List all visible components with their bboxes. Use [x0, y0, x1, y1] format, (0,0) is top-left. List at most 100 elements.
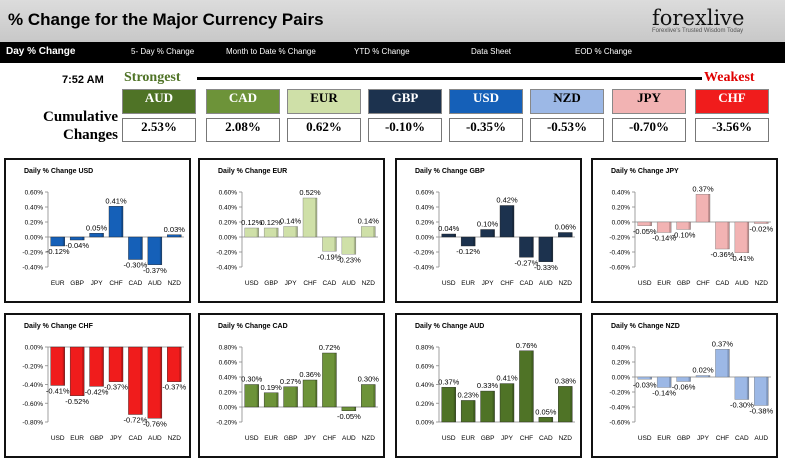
currency-code: AUD [122, 89, 196, 114]
bar [50, 236, 65, 247]
bar-shade [473, 400, 476, 422]
data-label: 0.10% [477, 220, 499, 229]
data-label: -0.10% [672, 231, 696, 240]
tab-day-change[interactable]: Day % Change [6, 46, 76, 57]
data-label: 0.04% [438, 224, 460, 233]
x-tick-label: AUD [342, 280, 356, 287]
bar-shade [120, 347, 123, 382]
bar-shade [314, 380, 317, 407]
x-tick-label: USD [245, 435, 259, 442]
x-tick-label: CAD [735, 435, 749, 442]
bar [341, 406, 357, 411]
data-label: 0.72% [319, 343, 341, 352]
bar-shade [492, 391, 495, 422]
bar [50, 346, 65, 386]
bar-shade [570, 386, 573, 422]
nav-bar: Day % Change 5- Day % Change Month to Da… [0, 42, 785, 63]
x-tick-label: GBP [481, 435, 495, 442]
bar-shade [179, 347, 182, 382]
x-tick-label: EUR [657, 280, 671, 287]
data-label: -0.12% [46, 247, 70, 256]
strength-arrow-line [197, 77, 702, 80]
bar [361, 384, 376, 408]
bar-shade [492, 229, 495, 237]
bar [538, 236, 554, 262]
data-label: 0.76% [516, 341, 538, 350]
cumulative-changes-label: Cumulative Changes [34, 108, 118, 144]
y-tick-label: 0.40% [612, 190, 631, 197]
x-tick-label: CHF [696, 280, 709, 287]
bar [695, 375, 711, 378]
tab-eod-change[interactable]: EOD % Change [575, 47, 632, 56]
y-tick-label: -0.60% [22, 401, 43, 408]
data-label: -0.12% [456, 247, 480, 256]
data-label: -0.30% [124, 261, 148, 270]
bar-shade [707, 375, 710, 377]
currency-code: GBP [368, 89, 442, 114]
y-tick-label: 0.40% [25, 205, 44, 212]
bar [676, 221, 691, 230]
y-tick-label: 0.20% [416, 220, 435, 227]
x-tick-label: NZD [755, 280, 769, 287]
x-tick-label: NZD [362, 280, 376, 287]
bar [89, 346, 104, 387]
currency-tile-chf: CHF -3.56% [695, 89, 769, 142]
bar [558, 386, 573, 423]
bar-shade [746, 222, 749, 253]
data-label: -0.37% [162, 383, 186, 392]
bar [89, 233, 104, 238]
data-label: -0.02% [749, 225, 773, 234]
data-label: -0.27% [515, 258, 539, 267]
bar [754, 376, 769, 406]
x-tick-label: CAD [716, 280, 730, 287]
chart-title: Daily % Change CAD [218, 323, 288, 330]
bar [302, 197, 318, 238]
data-label: -0.23% [337, 255, 361, 264]
x-tick-label: CHF [303, 280, 316, 287]
y-tick-label: 0.40% [219, 375, 238, 382]
y-tick-label: -0.20% [22, 363, 43, 370]
currency-code: CAD [206, 89, 280, 114]
x-tick-label: AUD [735, 280, 749, 287]
bar [108, 206, 124, 238]
bar-shade [140, 237, 143, 260]
bar [167, 234, 182, 238]
bar-shade [82, 237, 85, 240]
chart-title: Daily % Change GBP [415, 168, 485, 175]
tab-ytd-change[interactable]: YTD % Change [354, 47, 410, 56]
data-label: -0.37% [143, 266, 167, 275]
currency-code: NZD [530, 89, 604, 114]
currency-cumulative-change: -0.53% [530, 118, 604, 142]
x-tick-label: AUD [148, 435, 162, 442]
x-tick-label: NZD [362, 435, 376, 442]
x-tick-label: GBP [70, 280, 84, 287]
weakest-label: Weakest [704, 70, 755, 85]
bar-chart-jpy: 0.40% 0.20% 0.00% -0.20% -0.40% -0.60% -0.05% U… [609, 184, 773, 287]
chart-panel-cad: Daily % Change CAD 0.80% 0.60% 0.40% 0.20% 0… [198, 313, 385, 458]
x-tick-label: JPY [110, 435, 123, 442]
bar-shade [707, 194, 710, 222]
bar-shade [62, 237, 65, 246]
y-tick-label: 0.60% [219, 190, 238, 197]
chart-panel-usd: Daily % Change USD 0.60% 0.40% 0.20% 0.00% -… [4, 158, 191, 303]
bar-shade [727, 222, 730, 249]
tab-5-day-change[interactable]: 5- Day % Change [131, 47, 195, 56]
bar-shade [473, 237, 476, 246]
bar [147, 236, 163, 265]
tab-data-sheet[interactable]: Data Sheet [471, 47, 512, 56]
x-tick-label: USD [638, 435, 652, 442]
tab-month-to-date[interactable]: Month to Date % Change [226, 47, 316, 56]
y-tick-label: 0.40% [219, 205, 238, 212]
bar-chart-aud: 0.80% 0.60% 0.40% 0.20% 0.00% 0.37% USD 0.23% EU… [416, 341, 577, 442]
bar [322, 352, 337, 408]
forexlive-logo[interactable]: forexlive Forexlive's Trusted Wisdom Tod… [652, 6, 772, 38]
data-label: 0.03% [164, 225, 186, 234]
bar-shade [531, 350, 534, 422]
chart-title: Daily % Change USD [24, 168, 94, 175]
data-label: -0.42% [85, 387, 109, 396]
y-tick-label: 0.60% [219, 360, 238, 367]
bar [637, 221, 652, 226]
bar-chart-chf: 0.00% -0.20% -0.40% -0.60% -0.80% -0.41% USD -0… [22, 345, 186, 443]
x-tick-label: CHF [716, 435, 729, 442]
bar [460, 400, 476, 423]
